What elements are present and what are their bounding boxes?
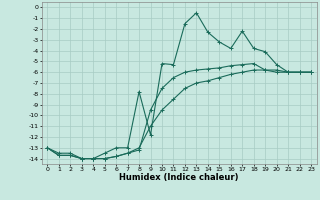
X-axis label: Humidex (Indice chaleur): Humidex (Indice chaleur): [119, 173, 239, 182]
